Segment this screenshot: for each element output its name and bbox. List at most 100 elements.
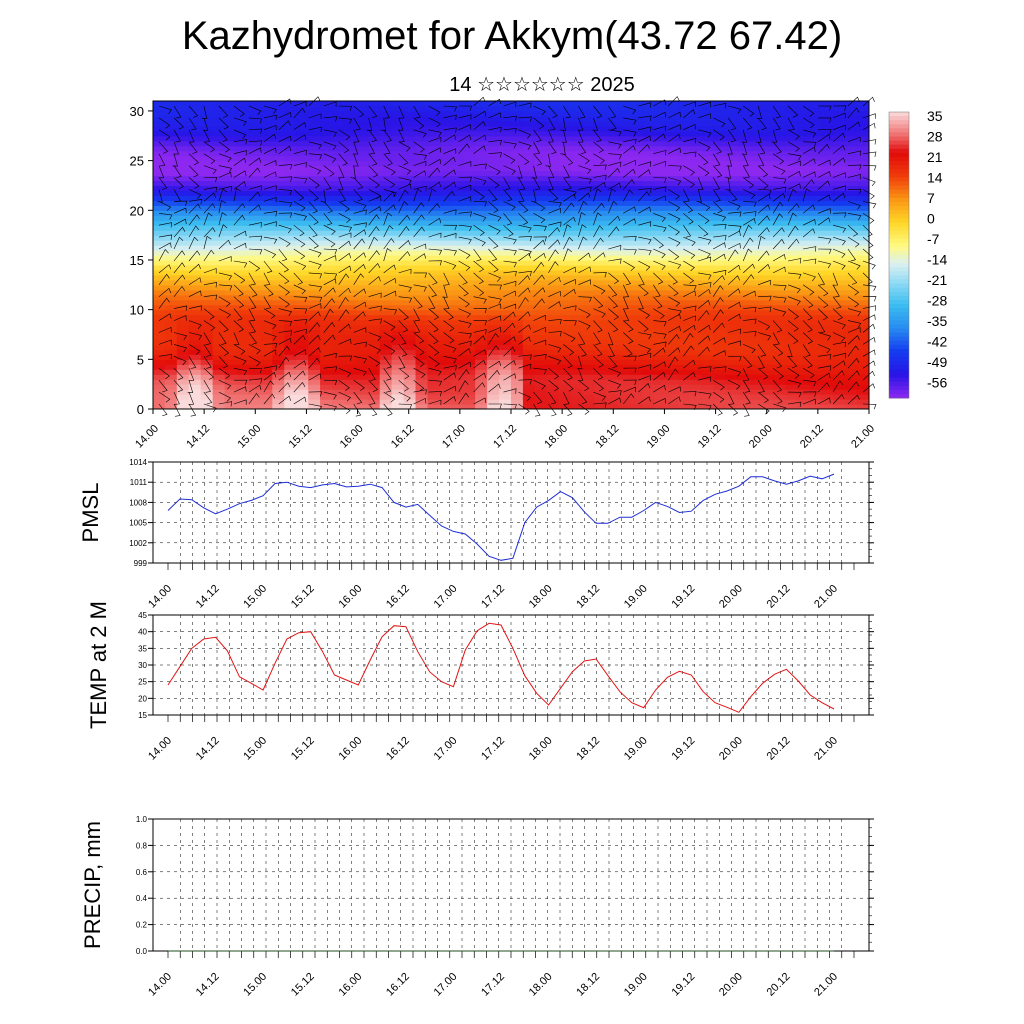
wind-barb <box>488 165 501 176</box>
heatmap-cell <box>713 339 727 346</box>
heatmap-cell <box>594 379 608 385</box>
heatmap-cell <box>248 210 261 216</box>
heatmap-cell <box>666 230 679 236</box>
heatmap-cell <box>248 130 261 137</box>
heatmap-cell <box>845 269 858 276</box>
heatmap-cell <box>773 334 787 341</box>
heatmap-cell <box>475 289 488 296</box>
heatmap-cell <box>463 135 476 142</box>
heatmap-cell <box>296 140 309 147</box>
heatmap-cell <box>296 389 309 395</box>
heatmap-cell <box>594 170 608 177</box>
heatmap-cell <box>582 215 596 221</box>
heatmap-cell <box>546 250 560 256</box>
heatmap-cell <box>463 389 476 395</box>
heatmap-cell <box>678 185 691 192</box>
heatmap-cell <box>439 279 452 286</box>
heatmap-cell <box>725 299 739 306</box>
wind-barb <box>862 296 877 302</box>
heatmap-cell <box>773 105 787 112</box>
heatmap-cell <box>248 150 261 157</box>
heatmap-cell <box>522 354 536 360</box>
wind-barb <box>698 165 710 177</box>
heatmap-cell <box>153 235 166 241</box>
heatmap-cell <box>463 115 476 122</box>
wind-barb <box>173 141 179 155</box>
heatmap-cell <box>773 359 787 365</box>
heatmap-cell <box>534 289 548 296</box>
heatmap-cell <box>439 105 452 112</box>
heatmap-cell <box>606 255 619 261</box>
wind-barb <box>188 277 202 286</box>
heatmap-cell <box>845 359 858 365</box>
heatmap-cell <box>642 190 655 196</box>
heatmap-cell <box>642 384 655 390</box>
wind-barb <box>773 186 787 193</box>
heatmap-cell <box>713 110 727 117</box>
heatmap-cell <box>749 150 763 157</box>
heatmap-cell <box>343 279 357 286</box>
heatmap-cell <box>630 210 643 216</box>
heatmap-cell <box>797 255 810 261</box>
heatmap-cell <box>582 175 596 182</box>
heatmap-cell <box>857 135 869 142</box>
heatmap-cell <box>499 170 512 177</box>
heatmap-cell <box>821 384 834 390</box>
heatmap-cell <box>260 120 273 127</box>
heatmap-cell <box>499 384 512 390</box>
wind-barb <box>832 260 846 270</box>
y-tick-label: 0 <box>137 402 144 417</box>
wind-barb <box>638 344 651 354</box>
wind-barb <box>712 201 723 214</box>
heatmap-cell <box>308 175 321 182</box>
heatmap-cell <box>522 349 536 355</box>
heatmap-cell <box>451 210 464 216</box>
heatmap-cell <box>332 339 345 346</box>
heatmap-cell <box>797 115 810 122</box>
wind-barb <box>428 344 440 356</box>
heatmap-cell <box>797 205 810 211</box>
heatmap-cell <box>200 394 214 400</box>
heatmap-cell <box>678 374 691 380</box>
wind-barb <box>623 168 636 178</box>
wind-barb <box>683 165 695 176</box>
heatmap-cell <box>296 274 309 281</box>
heatmap-cell <box>642 180 655 187</box>
heatmap-cell <box>403 379 417 385</box>
heatmap-cell <box>308 155 321 162</box>
wind-barb <box>458 114 472 120</box>
heatmap-cell <box>678 369 691 375</box>
heatmap-cell <box>642 399 655 405</box>
heatmap-cell <box>773 110 787 117</box>
heatmap-cell <box>582 389 596 395</box>
wind-barb <box>713 129 725 141</box>
heatmap-cell <box>534 389 548 395</box>
heatmap-cell <box>308 165 321 172</box>
heatmap-cell <box>439 225 452 231</box>
heatmap-cell <box>558 369 572 375</box>
wind-barb <box>563 236 574 250</box>
heatmap-cell <box>833 374 846 380</box>
heatmap-cell <box>654 125 667 132</box>
heatmap-cell <box>332 279 345 286</box>
wind-barb <box>713 253 726 262</box>
wind-barb <box>383 290 397 297</box>
wind-barb <box>173 207 187 214</box>
heatmap-cell <box>606 384 619 390</box>
heatmap-cell <box>367 105 381 112</box>
wind-barb <box>188 320 202 330</box>
heatmap-cell <box>236 384 250 390</box>
wind-barb <box>638 169 651 178</box>
heatmap-cell <box>164 120 178 127</box>
wind-barb <box>668 347 681 357</box>
heatmap-cell <box>463 399 476 405</box>
heatmap-cell <box>379 289 393 296</box>
heatmap-cell <box>367 334 381 341</box>
heatmap-cell <box>153 150 166 157</box>
heatmap-cell <box>833 384 846 390</box>
heatmap-cell <box>332 389 345 395</box>
heatmap-cell <box>725 195 739 201</box>
heatmap-cell <box>582 200 596 206</box>
heatmap-cell <box>284 379 297 385</box>
heatmap-cell <box>153 324 166 331</box>
